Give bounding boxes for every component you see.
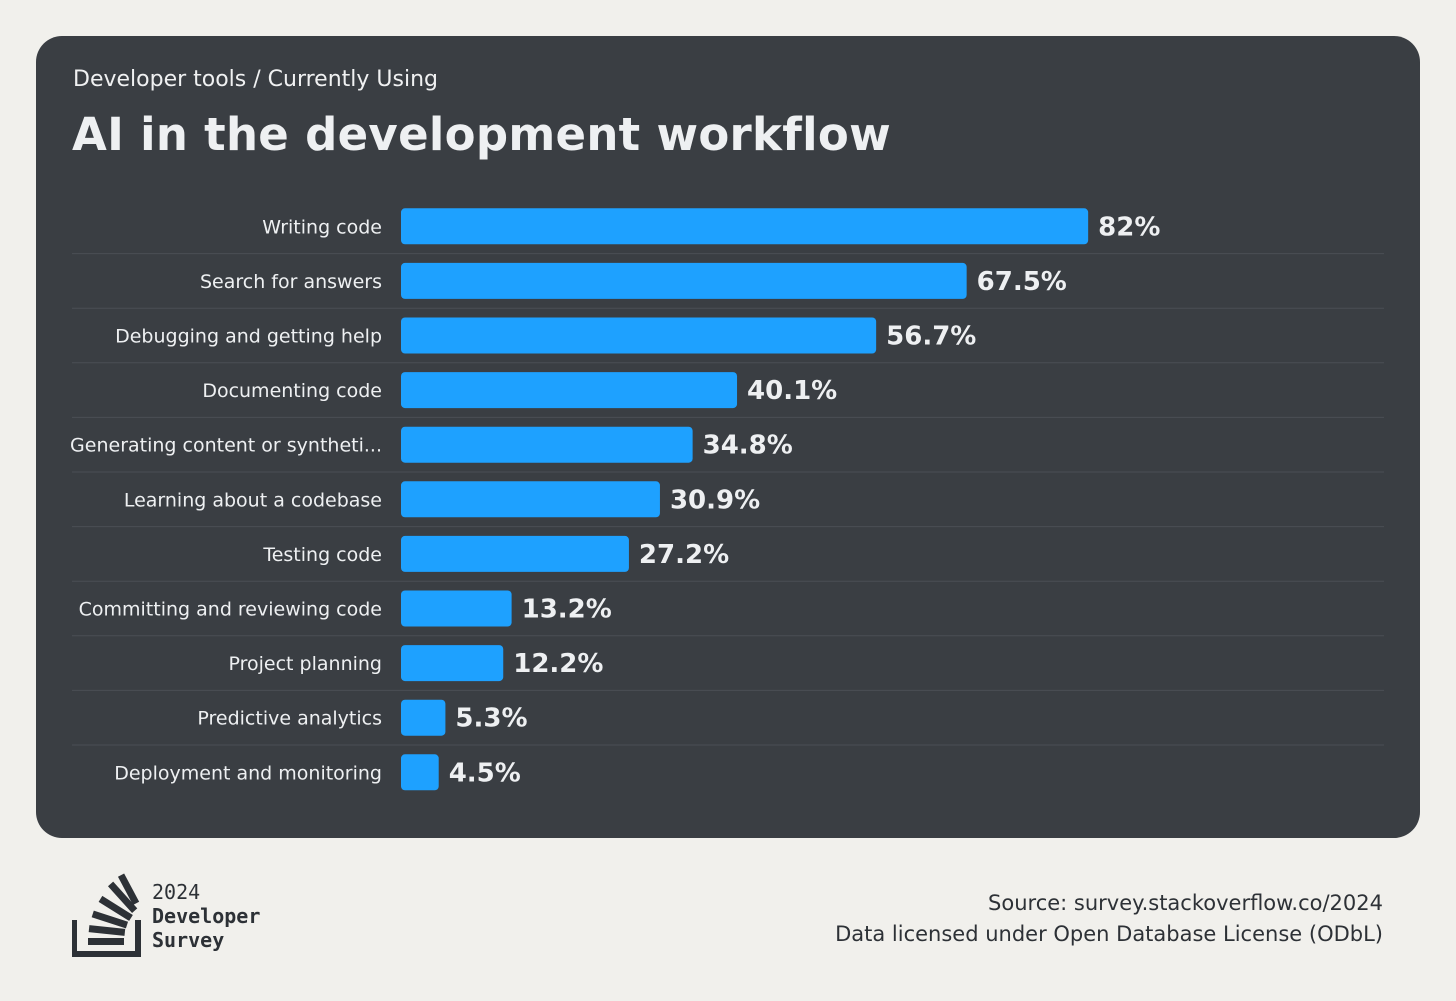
bar: [401, 590, 512, 627]
value-label: 34.8%: [703, 431, 793, 461]
bar: [401, 426, 693, 463]
category-label: Project planning: [229, 653, 383, 675]
category-label: Deployment and monitoring: [114, 762, 382, 784]
survey-logo-text: 2024 Developer Survey: [152, 880, 260, 952]
value-label: 27.2%: [639, 540, 729, 570]
value-label: 30.9%: [670, 485, 760, 515]
bar: [401, 262, 967, 299]
value-label: 12.2%: [513, 649, 603, 679]
category-label: Search for answers: [200, 271, 382, 293]
stackoverflow-logo-icon: [72, 873, 141, 957]
value-label: 5.3%: [455, 704, 527, 734]
bar: [401, 317, 877, 354]
logo-line-developer: Developer: [152, 904, 261, 928]
bar: [401, 754, 439, 791]
value-label: 40.1%: [747, 376, 837, 406]
category-label: Writing code: [262, 216, 382, 238]
logo-line-survey: Survey: [152, 928, 225, 952]
bar: [401, 645, 504, 682]
category-label: Committing and reviewing code: [79, 599, 382, 621]
bar: [401, 699, 446, 736]
bar: [401, 535, 629, 572]
chart-title: AI in the development workflow: [72, 108, 891, 161]
category-label: Documenting code: [202, 380, 382, 402]
breadcrumb: Developer tools / Currently Using: [73, 67, 438, 92]
category-label: Predictive analytics: [197, 708, 382, 730]
category-label: Generating content or syntheti...: [70, 435, 382, 457]
license-text: Data licensed under Open Database Licens…: [835, 922, 1383, 946]
category-label: Debugging and getting help: [115, 326, 382, 348]
value-label: 82%: [1098, 212, 1160, 242]
source-block: Source: survey.stackoverflow.co/2024 Dat…: [835, 888, 1383, 950]
chart-card: Developer tools / Currently Using AI in …: [36, 36, 1420, 838]
bar: [401, 372, 738, 409]
category-label: Testing code: [262, 544, 382, 566]
bar: [401, 208, 1089, 245]
value-label: 4.5%: [449, 758, 521, 788]
logo-year: 2024: [152, 880, 201, 904]
category-label: Learning about a codebase: [124, 489, 382, 511]
value-label: 56.7%: [886, 322, 976, 352]
source-link[interactable]: Source: survey.stackoverflow.co/2024: [988, 891, 1383, 915]
value-label: 67.5%: [977, 267, 1067, 297]
bar: [401, 481, 660, 518]
value-label: 13.2%: [522, 595, 612, 625]
